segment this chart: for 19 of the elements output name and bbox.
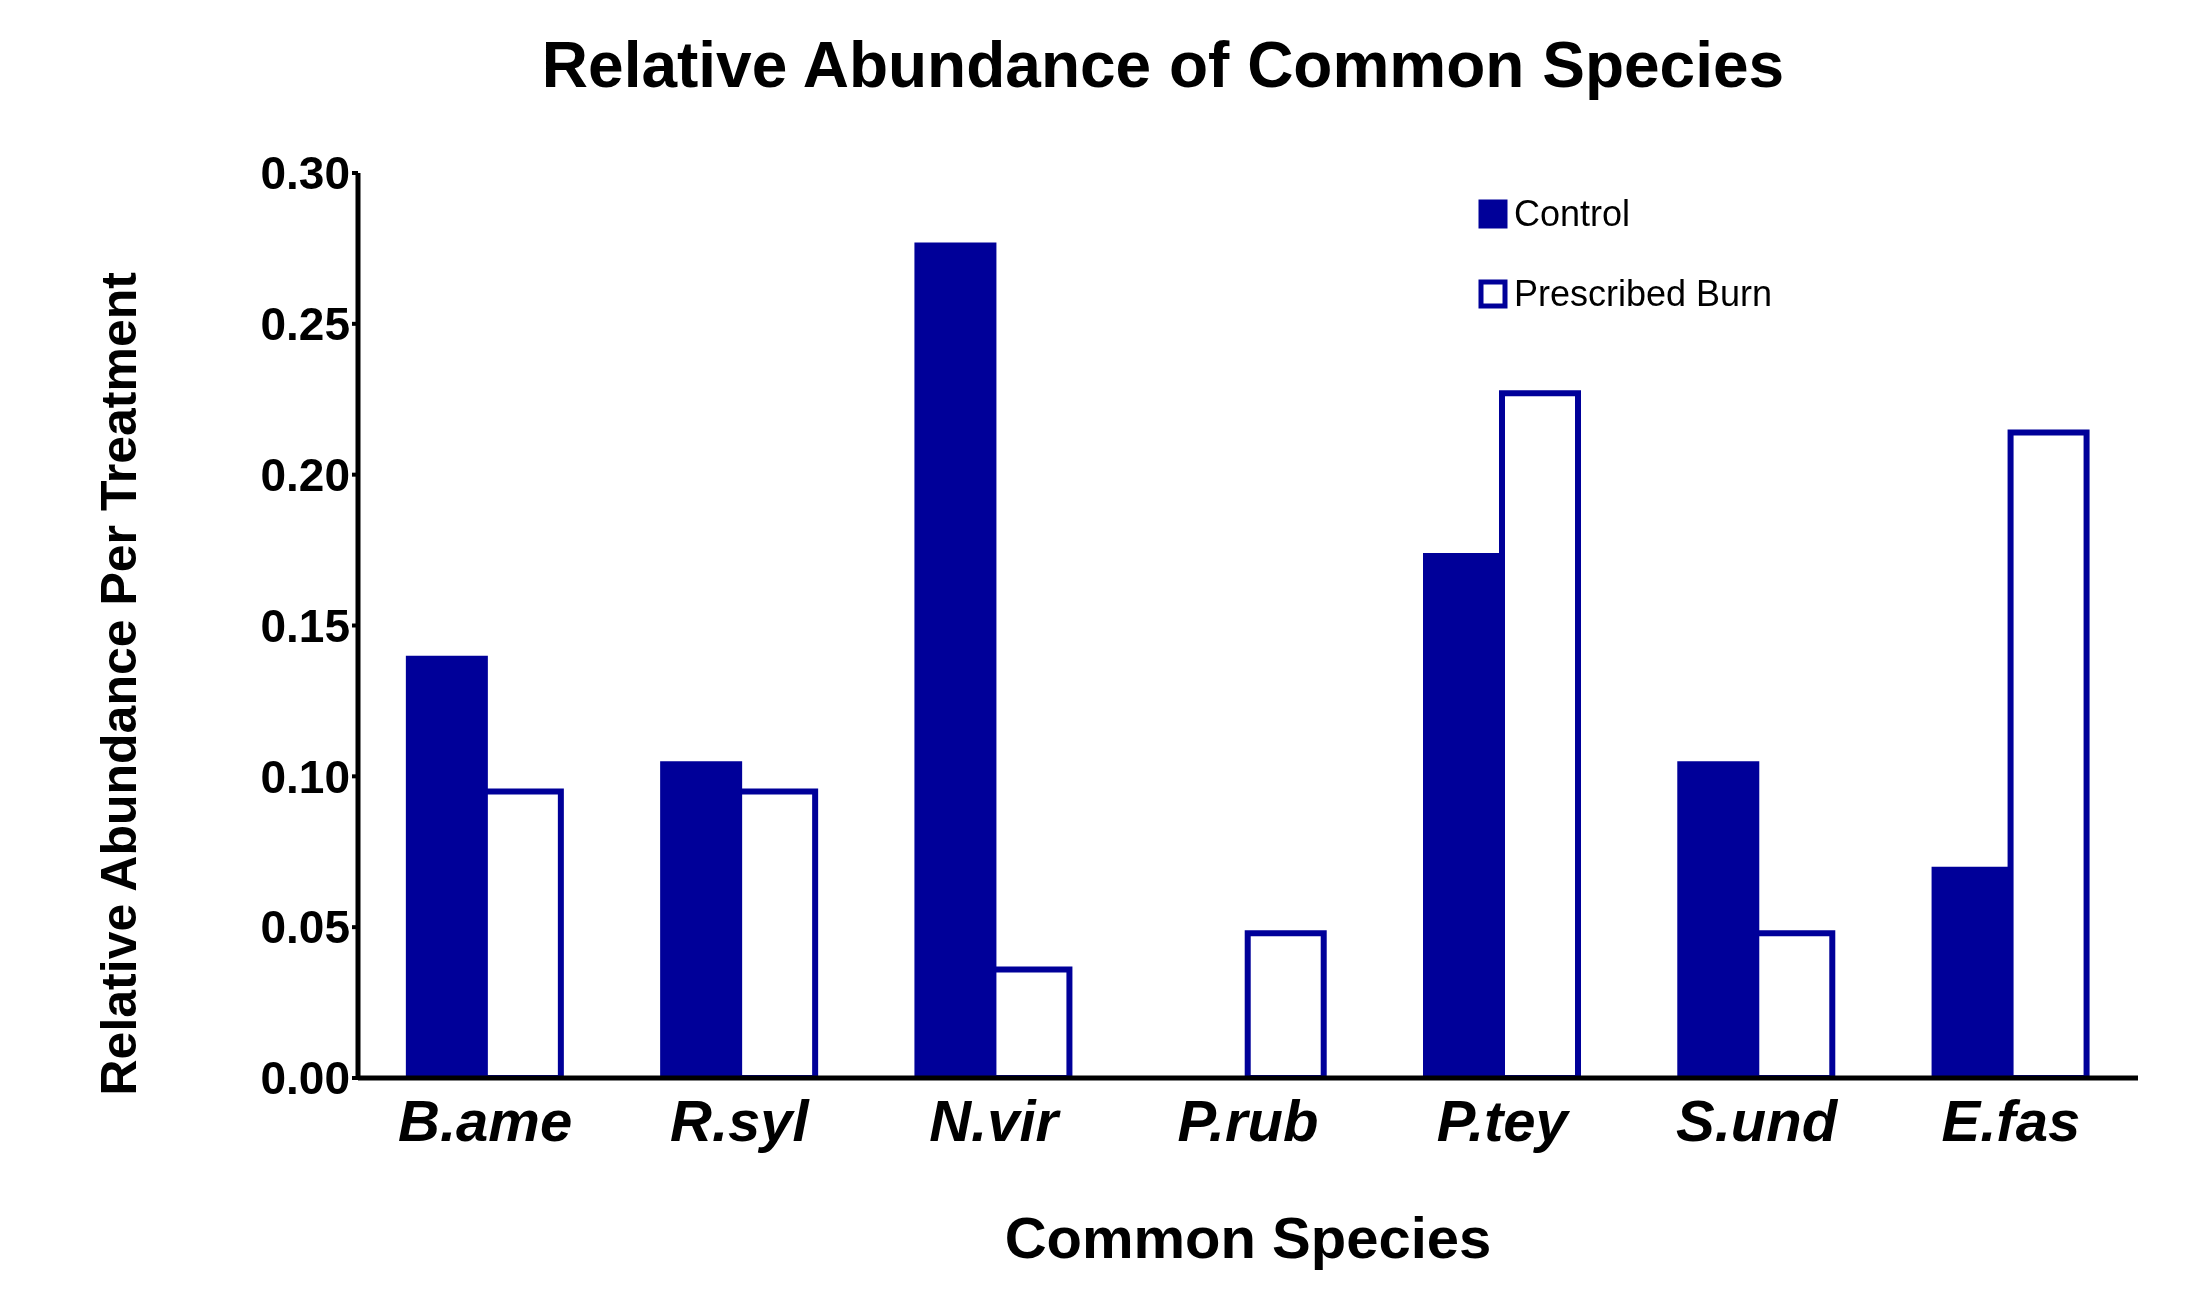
y-tick-label: 0.15 [260,599,350,652]
x-tick-label: B.ame [398,1088,573,1153]
x-axis-title: Common Species [1004,1205,1492,1270]
y-tick-label: 0.20 [260,449,350,501]
y-tick-label: 0.10 [260,750,350,803]
x-tick-label: P.rub [1177,1088,1319,1153]
y-axis-title: Relative Abundance Per Treatment [90,271,147,1096]
legend-label: Control [1514,193,1631,235]
y-tick-label: 0.05 [260,901,350,954]
x-tick-label: P.tey [1436,1088,1571,1153]
y-tick-label: 0.30 [260,147,350,200]
x-tick-label: E.fas [1941,1088,2081,1153]
y-tick-label: 0.25 [260,298,350,351]
legend-label: Prescribed Burn [1514,273,1773,315]
x-tick-label: N.vir [929,1088,1062,1153]
x-tick-label: S.und [1676,1088,1839,1153]
y-tick-label: 0.00 [260,1052,350,1105]
chart-title: Relative Abundance of Common Species [540,28,1786,102]
x-tick-label: R.syl [670,1088,811,1153]
